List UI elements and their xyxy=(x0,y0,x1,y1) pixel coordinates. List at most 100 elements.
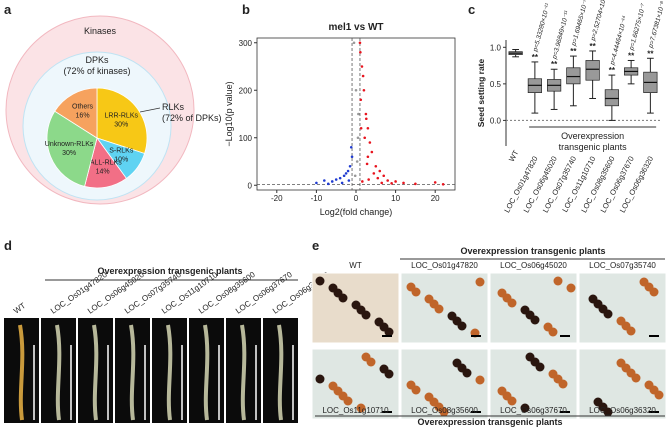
point xyxy=(368,141,372,144)
pollen xyxy=(452,358,462,368)
pollen xyxy=(548,369,558,379)
slice-label: LRR-RLKs xyxy=(105,112,139,119)
significance: ** xyxy=(532,53,539,62)
point xyxy=(433,181,437,184)
point xyxy=(390,182,393,185)
slice-label: Unknown-RLKs xyxy=(45,141,94,148)
point xyxy=(347,179,351,182)
point xyxy=(364,117,368,121)
point xyxy=(394,180,397,183)
y-tick-label: 100 xyxy=(239,134,253,143)
y-tick-label: 1.0 xyxy=(490,43,502,52)
point xyxy=(376,176,380,180)
x-tick-label: 0 xyxy=(354,194,359,203)
point xyxy=(354,88,358,92)
pollen xyxy=(351,300,361,310)
point xyxy=(352,41,356,45)
pie-slice xyxy=(46,110,98,187)
point xyxy=(363,136,367,140)
point xyxy=(359,98,363,102)
figure-title: Overexpression transgenic plants xyxy=(417,417,562,427)
p-value: p=2.52704×10⁻⁵ xyxy=(590,0,610,42)
panicle xyxy=(129,324,136,421)
box xyxy=(566,67,581,85)
p-value: p=3.96849×10⁻¹¹ xyxy=(551,9,571,61)
slice-value: 14% xyxy=(96,168,110,175)
point xyxy=(355,160,359,163)
significance: ** xyxy=(628,51,635,60)
slice-label: S-RLKs xyxy=(109,148,134,155)
y-tick-label: 0.5 xyxy=(490,80,502,89)
significance: ** xyxy=(590,42,597,51)
panicle xyxy=(55,324,62,421)
point xyxy=(360,65,364,68)
annotation: (72% of DPKs) xyxy=(162,113,222,123)
pollen xyxy=(639,277,649,287)
p-value: p=1.69465×10⁻⁷ xyxy=(570,0,590,48)
panicle xyxy=(92,324,99,421)
panicle xyxy=(277,324,284,421)
point xyxy=(374,164,378,168)
pollen xyxy=(644,380,654,390)
point xyxy=(340,181,344,185)
point xyxy=(358,41,362,45)
group-label: Overexpression xyxy=(561,131,624,141)
photo-label: WT xyxy=(349,261,362,270)
pollen xyxy=(616,316,626,326)
pollen xyxy=(497,288,507,298)
panicle xyxy=(240,324,247,421)
point xyxy=(361,74,365,78)
panel-label: c xyxy=(468,2,475,17)
p-value: p=1.66275×10⁻⁷ xyxy=(628,2,648,51)
point xyxy=(366,126,370,130)
photo xyxy=(578,272,667,344)
panicle xyxy=(166,324,173,421)
chart-title: mel1 vs WT xyxy=(328,22,383,33)
photo-label: LOC_Os06g37670 xyxy=(500,406,567,415)
point xyxy=(441,183,445,186)
point xyxy=(365,162,369,166)
pie-slice xyxy=(54,87,98,139)
pollen xyxy=(328,381,338,391)
point xyxy=(334,178,338,181)
y-tick-label: 200 xyxy=(239,86,253,95)
pollen xyxy=(315,374,325,384)
y-tick-label: 0 xyxy=(248,181,253,190)
y-label: Seed setting rate xyxy=(476,58,486,127)
annotation: Kinases xyxy=(84,26,117,36)
slice-label: Others xyxy=(72,104,94,111)
photo-label: LOC_Os06g36320 xyxy=(589,406,656,415)
box xyxy=(585,60,600,81)
photo-label: LOC_Os06g45020 xyxy=(500,261,567,270)
significance: ** xyxy=(647,49,654,58)
x-label: Log2(fold change) xyxy=(320,207,393,217)
annotation: (72% of kinases) xyxy=(63,66,130,76)
x-tick-label: -20 xyxy=(271,194,283,203)
point xyxy=(346,169,350,173)
box xyxy=(604,89,619,107)
pollen xyxy=(447,311,457,321)
pollen xyxy=(616,358,626,368)
point xyxy=(315,181,318,185)
pollen xyxy=(475,375,485,385)
pollen xyxy=(588,294,598,304)
pollen xyxy=(328,283,338,293)
x-tick-label: WT xyxy=(507,148,521,163)
photo-label: LOC_Os07g35740 xyxy=(589,261,656,270)
point xyxy=(338,176,342,180)
point xyxy=(350,155,354,159)
slice-value: 30% xyxy=(114,121,128,128)
point xyxy=(348,164,352,168)
point xyxy=(372,172,376,175)
point xyxy=(342,174,346,178)
callout xyxy=(139,107,161,113)
photo-label: LOC_Os01g47820 xyxy=(411,261,478,270)
panel-label: d xyxy=(4,238,12,253)
pollen xyxy=(406,380,416,390)
point xyxy=(364,112,368,116)
annotation: RLKs xyxy=(162,102,185,112)
x-tick-label: 10 xyxy=(391,194,400,203)
point xyxy=(361,180,364,183)
pollen xyxy=(520,305,530,315)
